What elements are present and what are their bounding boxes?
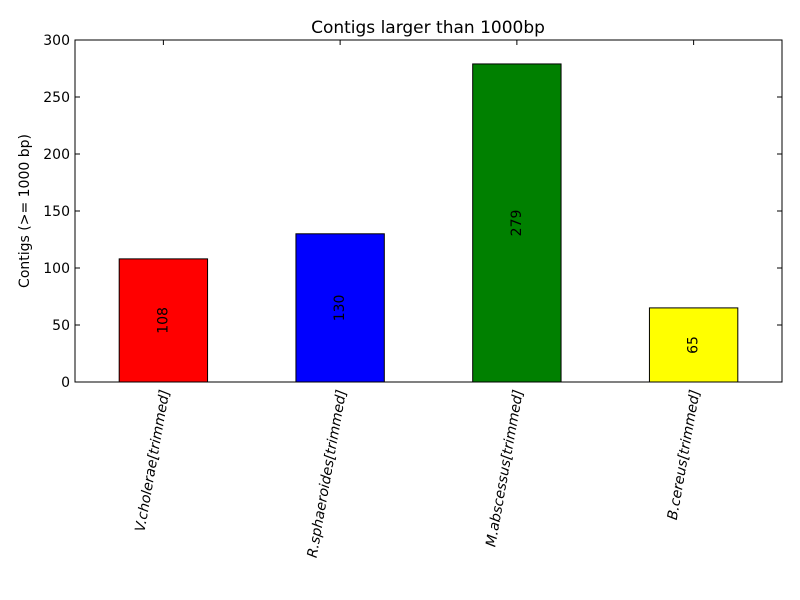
bars bbox=[118, 63, 739, 383]
data-labels: 108 130 279 65 bbox=[155, 210, 701, 354]
bar bbox=[648, 307, 739, 383]
y-tick-label: 300 bbox=[43, 33, 70, 49]
bar bbox=[472, 63, 562, 383]
plot-frame bbox=[74, 39, 783, 383]
category-label: M.abscessus[trimmed] bbox=[483, 389, 526, 549]
chart-title: Contigs larger than 1000bp bbox=[311, 18, 545, 38]
y-axis-label: Contigs (>= 1000 bp) bbox=[17, 134, 33, 288]
bar bbox=[295, 233, 385, 383]
y-tick-label: 100 bbox=[43, 261, 70, 277]
x-axis: V.cholerae[trimmed] R.sphaeroides[trimmed… bbox=[133, 389, 704, 559]
y-tick-label: 150 bbox=[43, 204, 70, 220]
y-tick-label: 200 bbox=[43, 147, 70, 163]
data-label: 279 bbox=[509, 210, 525, 237]
data-label: 65 bbox=[686, 336, 702, 354]
category-label: V.cholerae[trimmed] bbox=[133, 389, 174, 533]
y-tick-label: 250 bbox=[43, 90, 70, 106]
data-label: 108 bbox=[155, 307, 171, 334]
y-tick-label: 50 bbox=[52, 318, 70, 334]
category-label: R.sphaeroides[trimmed] bbox=[305, 389, 350, 559]
data-label: 130 bbox=[332, 295, 348, 322]
y-tick-label: 0 bbox=[61, 375, 70, 391]
category-label: B.cereus[trimmed] bbox=[665, 389, 704, 522]
y-axis: 0 50 100 150 200 250 300 bbox=[43, 33, 782, 391]
